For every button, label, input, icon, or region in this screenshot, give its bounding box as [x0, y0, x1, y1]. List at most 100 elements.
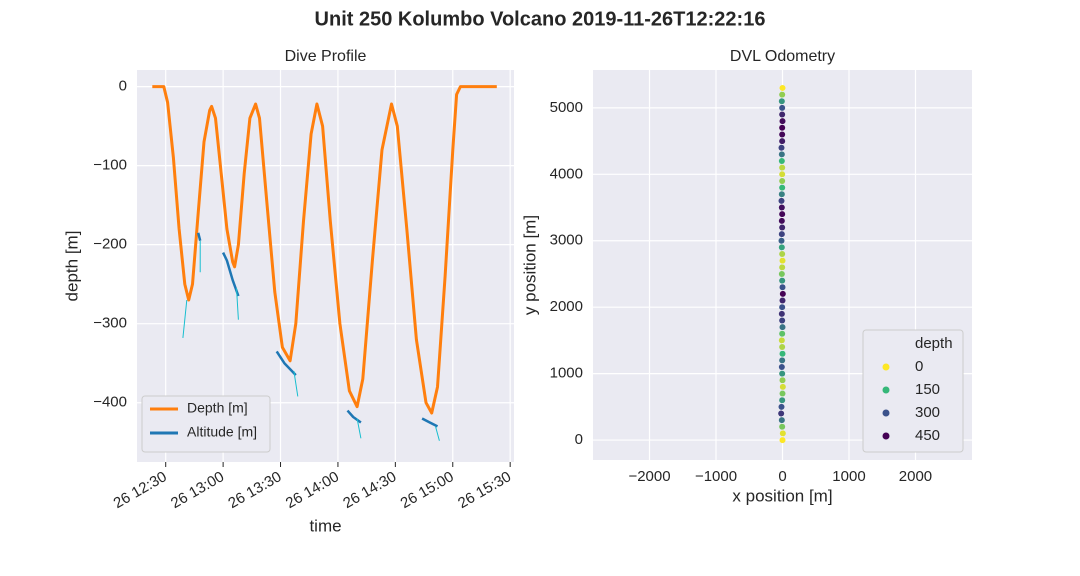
x-tick-label: 26 13:30 — [225, 468, 284, 512]
legend-label: 150 — [915, 381, 940, 398]
scatter-point — [779, 344, 786, 351]
y-tick-label: 2000 — [550, 298, 583, 315]
scatter-point — [779, 91, 786, 98]
scatter-point — [779, 357, 786, 364]
scatter-point — [779, 430, 786, 437]
axes-title: DVL Odometry — [730, 48, 835, 65]
scatter-point — [778, 310, 785, 317]
scatter-point — [779, 131, 786, 138]
scatter-point — [779, 297, 786, 304]
scatter-point — [779, 390, 786, 397]
legend-label: Altitude [m] — [187, 424, 257, 440]
scatter-point — [779, 304, 786, 311]
scatter-point — [779, 224, 786, 231]
scatter-point — [779, 330, 786, 337]
x-tick-label: −2000 — [628, 468, 670, 485]
scatter-point — [778, 244, 785, 251]
legend-swatch — [882, 432, 890, 440]
series-line — [152, 85, 497, 415]
scatter-point — [779, 350, 786, 357]
legend-label: Depth [m] — [187, 400, 248, 416]
scatter-point — [778, 191, 785, 198]
scatter-point — [779, 118, 786, 125]
legend-box — [862, 329, 964, 453]
x-tick-label: 26 15:00 — [398, 468, 457, 512]
scatter-point — [779, 370, 786, 377]
scatter-point — [779, 138, 786, 145]
legend-label: 300 — [915, 404, 940, 421]
y-tick-label: −300 — [93, 315, 127, 332]
x-tick-label: 26 15:30 — [455, 468, 514, 512]
scatter-point — [779, 111, 786, 118]
scatter-point — [778, 217, 785, 224]
legend-swatch — [882, 386, 890, 394]
scatter-point — [779, 317, 786, 324]
x-axis-label: time — [309, 516, 341, 535]
scatter-point — [779, 171, 786, 178]
legend-label: 450 — [915, 427, 940, 444]
figure-title: Unit 250 Kolumbo Volcano 2019-11-26T12:2… — [315, 8, 766, 30]
y-tick-label: 5000 — [550, 99, 583, 116]
legend-title: depth — [915, 335, 953, 352]
x-tick-label: 26 14:00 — [283, 468, 342, 512]
scatter-point — [778, 363, 785, 370]
y-tick-label: −400 — [93, 394, 127, 411]
scatter-point — [779, 251, 786, 258]
scatter-point — [779, 164, 786, 171]
scatter-point — [779, 184, 786, 191]
series-line — [196, 232, 439, 428]
axes-title: Dive Profile — [285, 48, 367, 65]
scatter-point — [779, 397, 786, 404]
scatter-point — [779, 211, 786, 218]
x-axis-label: x position [m] — [732, 486, 832, 505]
y-tick-label: 0 — [119, 78, 127, 95]
y-tick-label: 4000 — [550, 165, 583, 182]
legend-swatch — [882, 363, 890, 371]
legend-swatch — [882, 409, 890, 417]
y-tick-label: 1000 — [550, 365, 583, 382]
scatter-point — [779, 84, 786, 91]
scatter-point — [779, 124, 786, 131]
scatter-point — [779, 437, 786, 444]
scatter-point — [779, 104, 786, 111]
scatter-point — [779, 177, 786, 184]
y-tick-label: 3000 — [550, 232, 583, 249]
x-tick-label: 2000 — [899, 468, 932, 485]
scatter-point — [778, 403, 785, 410]
scatter-point — [778, 237, 785, 244]
x-tick-label: 1000 — [832, 468, 865, 485]
scatter-point — [778, 231, 785, 238]
scatter-point — [779, 264, 786, 271]
scatter-point — [779, 423, 786, 430]
x-tick-label: 26 13:00 — [168, 468, 227, 512]
scatter-point — [778, 417, 785, 424]
x-tick-label: 26 14:30 — [340, 468, 399, 512]
scatter-point — [778, 270, 785, 277]
trace-line — [182, 240, 440, 441]
y-axis-label: depth [m] — [62, 231, 81, 302]
y-tick-label: −200 — [93, 236, 127, 253]
scatter-point — [778, 151, 785, 158]
y-axis-label: y position [m] — [520, 215, 539, 315]
scatter-point — [778, 144, 785, 151]
scatter-point — [779, 383, 786, 390]
scatter-point — [779, 290, 786, 297]
x-tick-label: −1000 — [695, 468, 737, 485]
scatter-point — [779, 377, 786, 384]
scatter-point — [778, 337, 785, 344]
scatter-point — [779, 257, 786, 264]
legend-label: 0 — [915, 358, 923, 375]
scatter-point — [779, 284, 786, 291]
scatter-point — [779, 277, 786, 284]
y-tick-label: −100 — [93, 157, 127, 174]
scatter-point — [778, 410, 785, 417]
x-tick-label: 26 12:30 — [111, 468, 170, 512]
scatter-point — [778, 197, 785, 204]
scatter-point — [778, 158, 785, 165]
scatter-point — [778, 98, 785, 105]
y-tick-label: 0 — [575, 431, 583, 448]
scatter-point — [778, 204, 785, 211]
scatter-point — [779, 324, 786, 331]
x-tick-label: 0 — [778, 468, 786, 485]
